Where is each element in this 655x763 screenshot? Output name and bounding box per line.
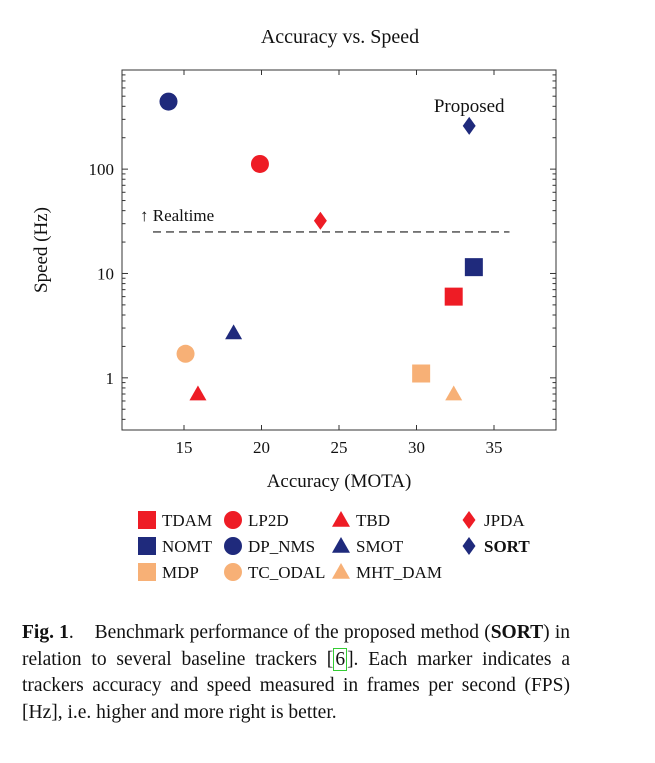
legend-marker-smot [332,537,350,553]
data-point-sort [462,116,476,135]
legend-label-sort: SORT [484,537,530,556]
figure-caption: Fig. 1. Benchmark performance of the pro… [22,622,570,723]
plot-area-frame [121,69,557,431]
legend-label-smot: SMOT [356,537,404,556]
legend-label-jpda: JPDA [484,511,525,530]
legend-marker-lp2d [224,511,242,529]
legend-label-tc-odal: TC_ODAL [248,563,325,582]
caption-text-before: Benchmark performance of the proposed me… [94,622,491,643]
legend-label-lp2d: LP2D [248,511,289,530]
caption-reference-link[interactable]: 6 [333,647,348,671]
data-point-nomt [464,258,483,277]
legend-marker-mht-dam [332,563,350,579]
legend-label-mdp: MDP [162,563,199,582]
data-points [159,92,483,401]
data-point-mht-dam [445,385,463,401]
caption-text-middle: ) in relation to several baseline tracke… [22,622,570,670]
data-point-jpda [313,211,327,230]
legend-marker-sort [462,537,476,555]
x-axis-label: Accuracy (MOTA) [267,471,412,492]
realtime-label: ↑ Realtime [140,206,214,225]
chart-title: Accuracy vs. Speed [261,26,419,48]
legend-label-dp-nms: DP_NMS [248,537,315,556]
x-tick-label: 15 [176,438,193,457]
data-point-mdp [412,364,431,383]
x-tick-label: 35 [486,438,503,457]
data-point-tdam [444,287,463,306]
legend-label-tdam: TDAM [162,511,212,530]
chart-legend: TDAM LP2D TBD JPDA NOMT DP_NMS SMOT SORT MDP TC_O… [138,511,530,582]
x-tick-label: 30 [408,438,425,457]
data-point-tc-odal [176,344,195,363]
x-tick-label: 25 [331,438,348,457]
caption-sort-bold: SORT [490,622,544,643]
y-tick-label: 1 [106,369,115,388]
legend-marker-tbd [332,511,350,527]
data-point-tbd [189,385,207,401]
legend-marker-tdam [138,511,156,529]
legend-label-tbd: TBD [356,511,390,530]
data-point-dp-nms [159,92,178,111]
x-tick-label: 20 [253,438,270,457]
caption-text-after: ]. Each marker indicates a trackers accu… [22,648,570,723]
legend-marker-jpda [462,511,476,529]
legend-label-mht-dam: MHT_DAM [356,563,442,582]
legend-label-nomt: NOMT [162,537,213,556]
y-tick-label: 100 [89,160,115,179]
proposed-annotation: Proposed [434,96,505,117]
y-tick-label: 10 [97,264,114,283]
caption-figure-label: Fig. 1 [22,622,69,643]
legend-marker-tc-odal [224,563,242,581]
legend-marker-mdp [138,563,156,581]
legend-marker-dp-nms [224,537,242,555]
y-axis-label: Speed (Hz) [31,207,52,293]
accuracy-speed-chart: Accuracy vs. Speed 15 20 25 30 35 1 10 100 ↑ Re… [31,26,557,582]
axis-ticks: 15 20 25 30 35 1 10 100 [89,70,556,457]
data-point-smot [225,324,243,340]
legend-marker-nomt [138,537,156,555]
data-point-lp2d [250,154,269,173]
